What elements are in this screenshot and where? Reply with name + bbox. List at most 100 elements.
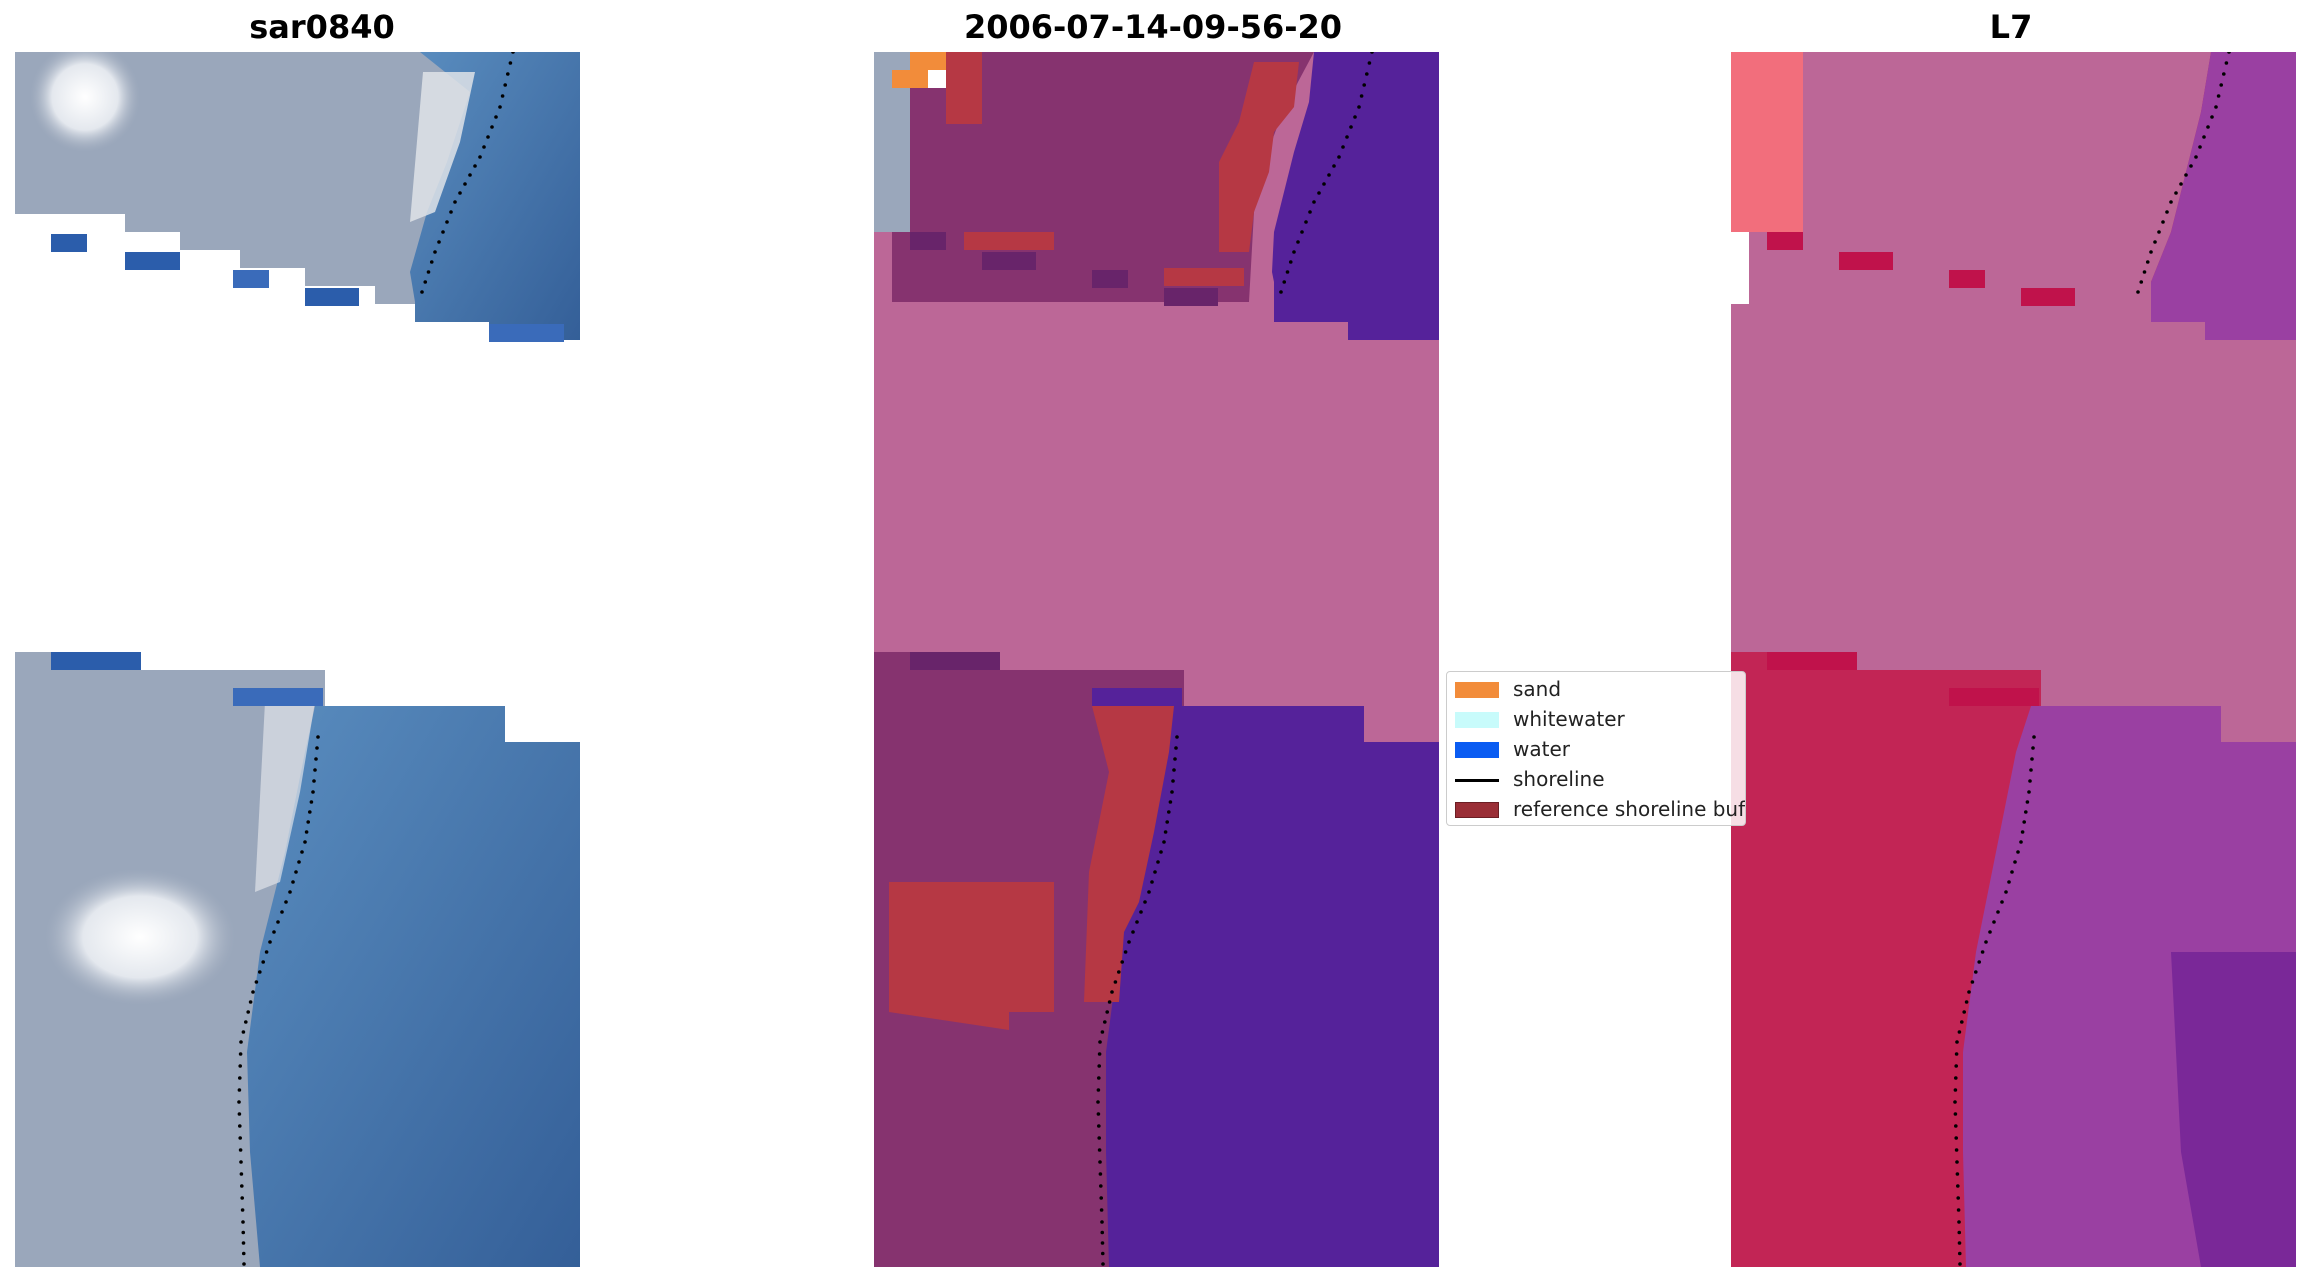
shoreline-dot [2174,191,2178,195]
shoreline-dot [1957,1241,1962,1245]
shoreline-dot [1300,230,1304,234]
legend-swatch-whitewater [1455,712,1499,728]
shoreline-dot [2202,135,2206,139]
shoreline-dot [473,164,477,168]
shoreline-dot [2165,210,2169,214]
shoreline-dot [308,810,312,814]
shoreline-dot [1167,810,1171,814]
shoreline-dot [1171,779,1175,783]
shoreline-dot [1135,920,1139,924]
shoreline-dot [2032,735,2036,739]
shoreline-dot [1117,970,1121,974]
shoreline-dot [1156,860,1160,864]
shoreline-dot [1139,910,1143,914]
shoreline-dot [478,155,482,159]
shoreline-dot [240,1184,244,1188]
shoreline-dot [238,1052,243,1056]
legend-swatch-reference-buffer [1455,802,1499,818]
shoreline-dot [458,191,462,195]
shoreline-dot [239,1040,243,1044]
shoreline-dot [1100,1251,1105,1256]
shoreline-dot [1957,1230,1962,1235]
shoreline-dot [2020,830,2025,834]
shoreline-dot [240,1208,245,1212]
shoreline-dot [1977,960,1981,964]
shoreline-dot [2139,280,2144,284]
shoreline-dot [1096,1088,1101,1092]
shoreline-dot [311,790,315,794]
shoreline-dot [1175,735,1179,739]
shoreline-dot [506,72,510,76]
shoreline-dot [2222,72,2226,76]
shoreline-dot [511,52,515,54]
shoreline-dot [423,280,428,284]
legend: sand whitewater water shoreline referenc… [1446,671,1746,826]
shoreline-dot [1097,1076,1101,1080]
shoreline-dot [239,1160,243,1164]
shoreline-dot [241,1241,246,1245]
class-bottom-block [874,652,1439,1267]
shoreline-dot [1096,1112,1101,1116]
shoreline-dot [315,746,319,750]
shoreline-dot [1150,880,1154,884]
shoreline-dot [1279,290,1283,294]
shoreline-dot [1159,850,1163,854]
shoreline-dot [2027,790,2031,794]
shoreline-dot [1365,72,1369,76]
shoreline-dot [288,890,292,894]
shoreline-dot [1107,1000,1112,1004]
shoreline-dot [2157,230,2161,234]
shoreline-dot [1097,1052,1102,1056]
shoreline-dot [1953,1100,1957,1104]
shoreline-dot [268,940,272,944]
shoreline-dot [1954,1076,1958,1080]
shoreline-dot [2216,94,2221,98]
shoreline-dot [1288,260,1293,264]
shoreline-dot [500,94,505,98]
shoreline-dot [1956,1196,1960,1200]
shoreline-dot [498,105,502,109]
shoreline-dot [2184,173,2188,177]
shoreline-dot [1308,210,1312,214]
shoreline-dot [2029,768,2033,772]
shoreline-dot [297,860,301,864]
shoreline-dot [261,960,265,964]
shoreline-dot [1357,105,1361,109]
shoreline-dot [508,61,513,65]
shoreline-dot [2214,105,2218,109]
shoreline-dot [437,240,441,244]
shoreline-dot [2031,746,2035,750]
shoreline-dot [1953,1112,1958,1116]
legend-label-whitewater: whitewater [1513,707,1625,731]
shoreline-dot [1113,980,1118,984]
index-top-strip [1731,52,2296,340]
shoreline-dot [254,980,259,984]
shoreline-dot [1954,1124,1958,1128]
shoreline-dot [2194,155,2198,159]
legend-swatch-sand [1455,682,1499,698]
shoreline-dot [1110,990,1114,994]
shoreline-dot [429,260,434,264]
shoreline-dot [1147,890,1151,894]
shoreline-dot [1353,115,1357,119]
legend-item-sand: sand [1447,674,1745,704]
shoreline-dot [2219,83,2223,87]
shoreline-dot [1165,820,1169,824]
shoreline-dot [304,830,309,834]
shoreline-dot [237,1112,242,1116]
shoreline-dot [246,1010,250,1014]
shoreline-dot [2010,870,2014,874]
shoreline-dot [1960,1020,1964,1024]
shoreline-dot [1957,1030,1962,1034]
class-top-strip [874,52,1439,340]
shoreline-dot [1962,1010,1966,1014]
classified-shoreline [1096,52,1374,1266]
legend-item-shoreline: shoreline [1447,764,1745,794]
shoreline-dot [1964,1000,1969,1004]
shoreline-dot [313,768,317,772]
shoreline-dot [1100,1220,1104,1224]
shoreline-dot [1958,1262,1962,1266]
index-bottom-block [1731,652,2296,1267]
shoreline-dot [1304,220,1308,224]
shoreline-dot [244,1020,248,1024]
